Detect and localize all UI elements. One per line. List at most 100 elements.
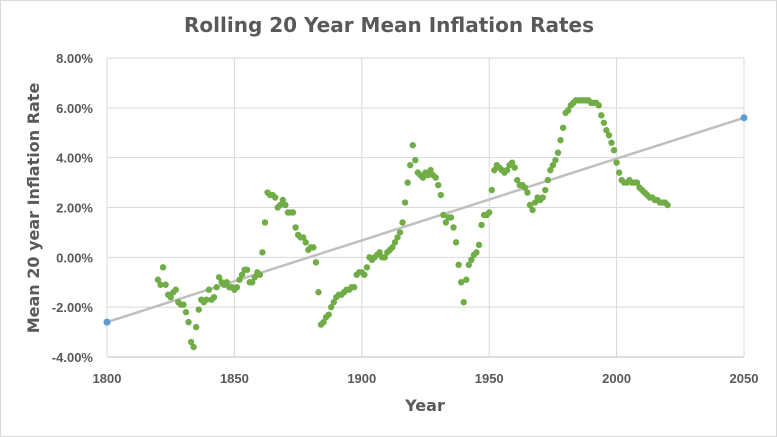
data-point xyxy=(664,201,671,209)
x-tick-label: 2050 xyxy=(730,371,759,386)
x-tick-label: 1800 xyxy=(93,371,122,386)
data-point xyxy=(310,244,317,251)
data-point xyxy=(427,166,434,174)
data-point xyxy=(440,211,447,219)
data-point xyxy=(361,271,368,278)
data-point xyxy=(233,284,241,291)
data-point xyxy=(633,179,641,186)
y-tick-label: -4.00% xyxy=(52,350,94,365)
data-point xyxy=(182,308,190,316)
data-point xyxy=(447,214,455,221)
data-point xyxy=(192,323,200,331)
data-point xyxy=(363,264,371,271)
data-point xyxy=(159,264,167,271)
data-point xyxy=(376,249,383,256)
y-tick-label: 4.00% xyxy=(56,151,93,166)
data-point xyxy=(603,127,610,134)
data-point xyxy=(407,161,414,169)
data-point xyxy=(432,174,439,181)
data-point xyxy=(325,311,332,318)
data-point xyxy=(450,224,457,231)
x-axis-title: Year xyxy=(404,396,445,415)
data-point xyxy=(271,194,279,201)
data-point xyxy=(463,276,470,283)
data-point xyxy=(511,164,518,171)
data-point xyxy=(320,318,327,326)
data-point xyxy=(289,209,297,216)
data-point xyxy=(299,234,307,241)
data-point xyxy=(455,261,462,269)
data-point xyxy=(302,239,309,246)
data-point xyxy=(292,224,299,231)
data-point xyxy=(243,266,251,273)
data-point xyxy=(491,166,498,174)
data-point xyxy=(595,102,602,109)
data-point xyxy=(508,159,516,166)
data-point xyxy=(391,239,399,246)
data-point xyxy=(437,191,444,199)
data-point xyxy=(465,261,473,269)
data-point xyxy=(315,289,322,296)
y-axis-title: Mean 20 year Inflation Rate xyxy=(24,83,43,334)
data-point xyxy=(539,194,546,201)
data-point xyxy=(251,274,258,281)
data-point xyxy=(210,294,218,301)
data-point xyxy=(542,186,549,194)
data-point xyxy=(249,279,256,286)
data-point xyxy=(478,221,485,229)
data-point xyxy=(559,124,567,131)
data-point xyxy=(190,343,197,351)
data-point xyxy=(162,281,169,288)
trendline-endpoint xyxy=(103,318,111,326)
data-point xyxy=(503,166,511,174)
data-point xyxy=(195,306,202,313)
y-tick-label: -2.00% xyxy=(52,300,94,315)
x-tick-label: 1850 xyxy=(220,371,249,386)
data-point xyxy=(531,199,539,206)
data-point xyxy=(521,184,529,191)
data-point xyxy=(172,286,179,293)
data-point xyxy=(223,279,230,286)
data-point xyxy=(157,281,164,288)
grid-lines xyxy=(106,57,745,358)
data-point xyxy=(154,276,162,283)
data-point xyxy=(549,161,557,169)
data-point xyxy=(442,219,450,226)
data-point xyxy=(394,234,401,241)
data-point xyxy=(401,199,409,206)
trendline-endpoint xyxy=(740,114,748,122)
data-point xyxy=(554,149,562,156)
data-point xyxy=(215,274,223,281)
data-point xyxy=(389,244,396,251)
trendline-line xyxy=(106,116,745,324)
data-point xyxy=(180,301,187,308)
data-point xyxy=(412,156,419,164)
data-point xyxy=(350,284,358,291)
trendline xyxy=(103,114,748,326)
data-point xyxy=(475,241,483,249)
y-tick-label: 2.00% xyxy=(56,201,93,216)
data-point xyxy=(213,284,220,291)
x-tick-label: 2000 xyxy=(602,371,631,386)
data-point xyxy=(613,159,620,166)
data-point xyxy=(615,169,623,176)
data-point xyxy=(547,166,554,174)
y-tick-label: 0.00% xyxy=(56,250,93,265)
data-point xyxy=(610,146,618,154)
data-point xyxy=(256,271,264,278)
x-tick-label: 1950 xyxy=(475,371,504,386)
data-point xyxy=(424,171,432,179)
data-point xyxy=(526,201,534,209)
data-point xyxy=(460,298,467,306)
data-point xyxy=(452,239,460,246)
data-point xyxy=(261,219,269,226)
data-point xyxy=(282,201,289,209)
data-point xyxy=(552,156,559,164)
data-point xyxy=(564,107,572,114)
data-point xyxy=(381,254,388,261)
data-point xyxy=(205,286,213,293)
data-point xyxy=(277,201,284,209)
x-tick-label: 1900 xyxy=(347,371,376,386)
